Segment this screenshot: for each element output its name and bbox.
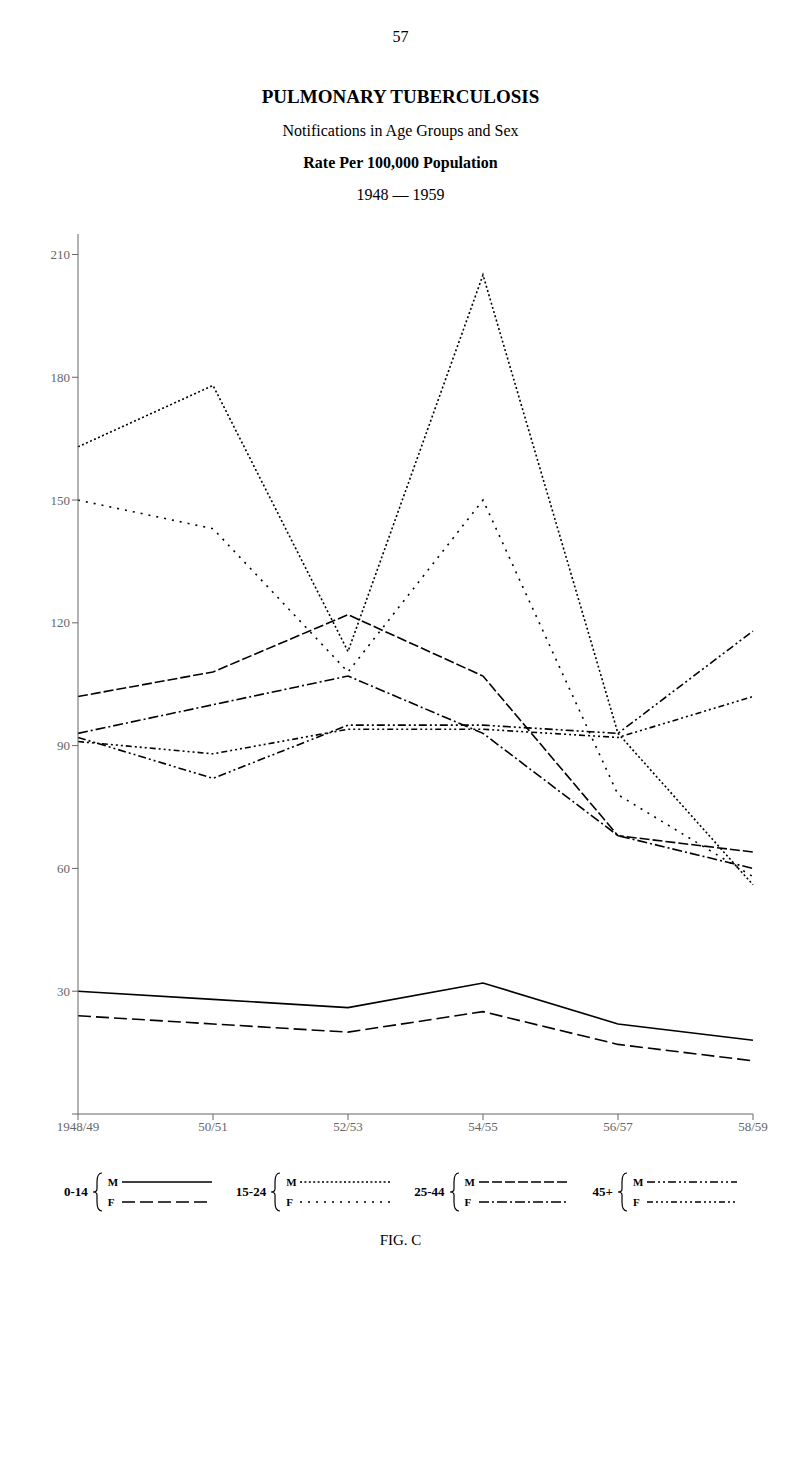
svg-text:58/59: 58/59: [738, 1119, 768, 1134]
html-text:1948 — 1959: 1948 — 1959: [356, 186, 445, 203]
svg-text:56/57: 56/57: [603, 1119, 633, 1134]
svg-text:50/51: 50/51: [198, 1119, 228, 1134]
svg-text:90: 90: [57, 738, 70, 753]
html-text:57: 57: [392, 28, 409, 45]
html-text:FIG. C: FIG. C: [379, 1232, 422, 1248]
html-text:F: F: [286, 1196, 293, 1208]
html-text:PULMONARY TUBERCULOSIS: PULMONARY TUBERCULOSIS: [261, 86, 540, 107]
svg-text:30: 30: [57, 984, 70, 999]
svg-text:1948/49: 1948/49: [57, 1119, 100, 1134]
svg-text:54/55: 54/55: [468, 1119, 498, 1134]
svg-text:210: 210: [51, 247, 71, 262]
html-text:F: F: [633, 1196, 640, 1208]
html-text:M: M: [464, 1176, 475, 1188]
html-text:M: M: [633, 1176, 644, 1188]
html-text:Notifications in Age Groups an: Notifications in Age Groups and Sex: [282, 122, 519, 139]
html-text:15-24: 15-24: [235, 1184, 267, 1199]
html-text:M: M: [107, 1176, 119, 1188]
html-text:Rate Per 100,000 Population: Rate Per 100,000 Population: [303, 154, 498, 171]
html-text:25-44: 25-44: [414, 1184, 445, 1199]
html-text:45+: 45+: [592, 1184, 613, 1199]
html-text:F: F: [464, 1196, 472, 1208]
svg-text:60: 60: [57, 861, 70, 876]
html-text:F: F: [107, 1196, 115, 1208]
svg-text:52/53: 52/53: [333, 1119, 363, 1134]
svg-text:180: 180: [51, 370, 71, 385]
html-text:M: M: [286, 1176, 297, 1188]
svg-text:150: 150: [51, 493, 71, 508]
html-text:0-14: 0-14: [64, 1184, 88, 1199]
svg-text:120: 120: [51, 615, 71, 630]
